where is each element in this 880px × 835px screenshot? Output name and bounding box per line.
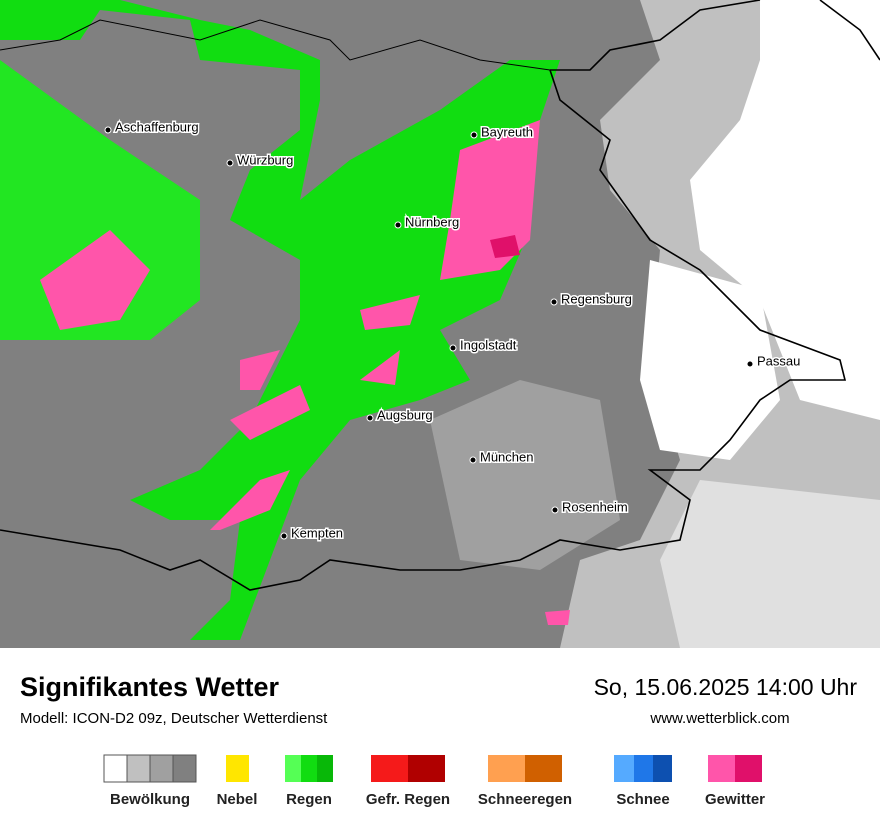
city-label: Kempten — [291, 525, 343, 540]
city-label: Aschaffenburg — [115, 119, 199, 134]
legend-label: Schnee — [616, 791, 669, 808]
legend-labels: Bewölkung Nebel Regen Gefr. Regen Schneerege… — [110, 791, 765, 808]
city-dot — [104, 126, 112, 134]
legend-label: Bewölkung — [110, 791, 190, 808]
legend-label: Regen — [286, 791, 332, 808]
map — [0, 0, 880, 648]
city-dot — [746, 360, 754, 368]
city-dot — [226, 159, 234, 167]
city-label: Nürnberg — [405, 214, 459, 229]
legend-label: Gefr. Regen — [366, 791, 450, 808]
city-dot — [280, 532, 288, 540]
city-label: Ingolstadt — [460, 337, 517, 352]
city-label: Passau — [757, 353, 800, 368]
legend-label: Schneeregen — [478, 791, 572, 808]
legend-swatches — [103, 754, 762, 783]
footer: Signifikantes Wetter Modell: ICON-D2 09z… — [20, 672, 857, 727]
city-label: Augsburg — [377, 407, 433, 422]
city-dot — [449, 344, 457, 352]
city-dot — [551, 506, 559, 514]
datetime: So, 15.06.2025 14:00 Uhr — [594, 674, 858, 700]
city-dot — [394, 221, 402, 229]
city-label: Würzburg — [237, 152, 293, 167]
city-label: Regensburg — [561, 291, 632, 306]
legend-label: Nebel — [217, 791, 258, 808]
city-labels: Aschaffenburg Würzburg Bayreuth Nürnberg Reg… — [104, 118, 802, 542]
city-dot — [470, 131, 478, 139]
city-label: Bayreuth — [481, 124, 533, 139]
subtitle: Modell: ICON-D2 09z, Deutscher Wetterdie… — [20, 710, 328, 727]
title: Signifikantes Wetter — [20, 672, 280, 702]
city-label: München — [480, 449, 533, 464]
city-dot — [550, 298, 558, 306]
city-dot — [366, 414, 374, 422]
city-dot — [469, 456, 477, 464]
legend-label: Gewitter — [705, 791, 765, 808]
city-label: Rosenheim — [562, 499, 628, 514]
url: www.wetterblick.com — [649, 710, 789, 727]
